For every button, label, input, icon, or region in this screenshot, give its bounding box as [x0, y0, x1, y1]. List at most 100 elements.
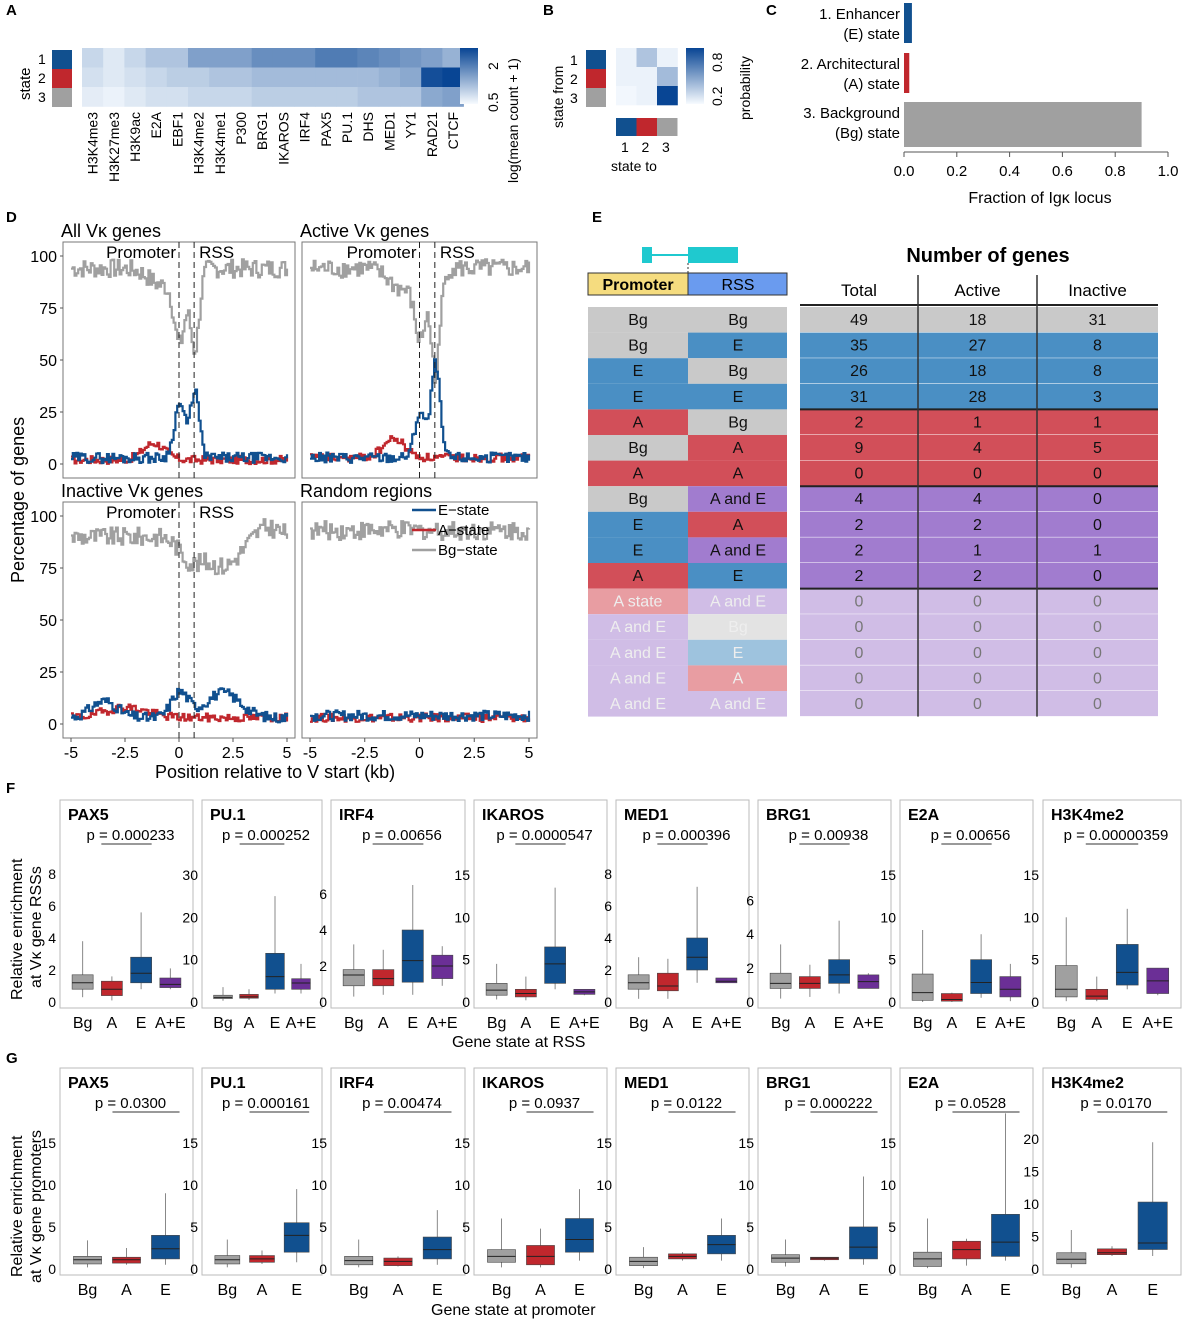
boxplot-category: Bg	[634, 1282, 654, 1299]
panel-e-promoter-state: Bg	[628, 491, 648, 508]
boxplot-box	[657, 973, 678, 991]
panel-b-legend-tick: 0.8	[709, 52, 725, 72]
boxplot-box	[799, 977, 820, 989]
boxplot-box	[628, 975, 649, 989]
panel-e-count: 4	[973, 491, 982, 508]
panel-a-legend-bar	[460, 48, 478, 104]
panel-a-cell	[273, 68, 295, 88]
boxplot-ytick: 0	[888, 1261, 896, 1277]
panel-a-cell	[400, 87, 422, 107]
panel-e-title: Number of genes	[906, 245, 1069, 267]
panel-a-legend-tick: 0.5	[485, 92, 501, 112]
panel-g-xlabel: Gene state at promoter	[431, 1302, 596, 1319]
panel-b-state-label: 2	[570, 71, 578, 87]
boxplot-category: E	[692, 1015, 703, 1032]
panel-e-promoter-state: A state	[614, 594, 663, 611]
panel-a-cell	[103, 87, 125, 107]
panel-e-count: 9	[855, 440, 864, 457]
panel-e-count: 8	[1093, 363, 1102, 380]
boxplot-box	[829, 960, 850, 984]
panel-e-count: 0	[855, 696, 864, 713]
panel-a-mark-label: H3K4me1	[212, 112, 228, 174]
panel-a-mark-label: H3K27me3	[106, 112, 122, 182]
boxplot-category: Bg	[1062, 1282, 1082, 1299]
panel-e-count: 2	[855, 542, 864, 559]
panel-d-ylabel: Percentage of genes	[8, 417, 28, 583]
boxplot-ytick: 15	[880, 1135, 896, 1151]
boxplot-category: A	[535, 1282, 546, 1299]
boxplot-category: A	[521, 1015, 532, 1032]
panel-a-cell	[209, 48, 231, 68]
boxplot-box	[1138, 1202, 1167, 1249]
panel-d-xlabel: Position relative to V start (kb)	[155, 762, 395, 782]
panel-a-state-swatch	[52, 69, 72, 88]
panel-b-cell	[657, 48, 678, 67]
boxplot-box	[72, 975, 93, 989]
panel-e-count: 2	[855, 568, 864, 585]
panel-a-cell	[82, 48, 104, 68]
panel-c-bar	[904, 3, 912, 43]
boxplot-category: E	[1000, 1282, 1011, 1299]
panel-a-mark-label: H3K9ac	[127, 112, 143, 162]
panel-b-xlabel: state to	[611, 158, 657, 174]
boxplot-category: E	[976, 1015, 987, 1032]
panel-b-state-label: 1	[570, 52, 578, 68]
boxplot-title: PAX5	[68, 1075, 109, 1092]
boxplot-category: A	[257, 1282, 268, 1299]
panel-d-ytick: 75	[39, 301, 57, 318]
panel-b-legend-title: probability	[737, 56, 753, 120]
panel-e-count: 35	[850, 338, 868, 355]
boxplot-ytick: 6	[604, 898, 612, 914]
boxplot-category: A	[378, 1015, 389, 1032]
boxplot-ytick: 5	[319, 1219, 327, 1235]
panel-a-cell	[336, 87, 358, 107]
panel-b-cell	[616, 48, 637, 67]
panel-a-mark-label: PAX5	[318, 112, 334, 147]
boxplot-box	[432, 955, 453, 978]
boxplot-box	[343, 970, 364, 986]
boxplot-pvalue: p = 0.000233	[86, 827, 174, 844]
boxplot-ytick: 4	[604, 930, 612, 946]
boxplot-category: A+E	[569, 1015, 600, 1032]
panel-b-to-swatch	[637, 118, 658, 136]
panel-d-promoter: Promoter	[347, 243, 417, 262]
panel-f-boxplots: Relative enrichment at Vκ gene RSSs Gene…	[9, 800, 1181, 1051]
boxplot-pvalue: p = 0.000161	[222, 1095, 310, 1112]
panel-c-tick-label: 0.2	[946, 163, 967, 180]
panel-e-count: 0	[855, 619, 864, 636]
boxplot-ytick: 0	[48, 994, 56, 1010]
boxplot-ytick: 10	[880, 1177, 896, 1193]
panel-e-promoter-state: A and E	[610, 619, 666, 636]
boxplot-ytick: 5	[1031, 952, 1039, 968]
panel-e-count: 0	[973, 466, 982, 483]
boxplot-category: Bg	[78, 1282, 98, 1299]
panel-a-cell	[273, 87, 295, 107]
boxplot-ytick: 15	[1023, 1164, 1039, 1180]
boxplot-category: E	[1122, 1015, 1133, 1032]
panel-e-rss-state: Bg	[728, 312, 748, 329]
boxplot-ytick: 5	[462, 1219, 470, 1235]
boxplot-pvalue: p = 0.0528	[935, 1095, 1006, 1112]
panel-e-count: 2	[973, 517, 982, 534]
boxplot-ytick: 5	[888, 1219, 896, 1235]
panel-a-state-label: 3	[38, 89, 46, 105]
panel-a-mark-label: H3K4me3	[85, 112, 101, 174]
panel-e-count: 0	[973, 645, 982, 662]
panel-e-col-header: Inactive	[1068, 281, 1127, 300]
panel-e-promoter-state: E	[633, 389, 644, 406]
panel-e-count: 5	[1093, 440, 1102, 457]
boxplot-category: Bg	[487, 1015, 507, 1032]
panel-g-boxplots: Relative enrichment at Vκ gene promoters…	[9, 1068, 1181, 1319]
panel-e-promoter-state: A and E	[610, 696, 666, 713]
panel-a-mark-label: EBF1	[169, 112, 185, 147]
boxplot-category: A+E	[1142, 1015, 1173, 1032]
boxplot-ytick: 4	[319, 922, 327, 938]
boxplot-category: Bg	[492, 1282, 512, 1299]
panel-e-rss-state: A	[733, 670, 744, 687]
panel-d-xtick: 5	[525, 745, 534, 762]
panel-d-ytick: 75	[39, 561, 57, 578]
boxplot-category: A	[947, 1015, 958, 1032]
panel-e-count: 1	[1093, 542, 1102, 559]
panel-b-cell	[616, 67, 637, 86]
panel-c-label: (E) state	[843, 26, 900, 43]
